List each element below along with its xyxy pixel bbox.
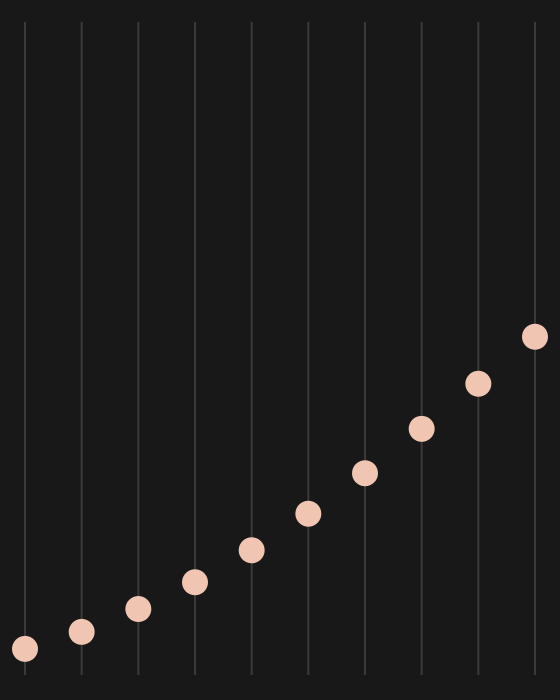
slider-thumb[interactable]: [12, 635, 38, 662]
slider-thumb[interactable]: [465, 370, 492, 397]
slider-thumb[interactable]: [182, 569, 208, 596]
slider-thumb[interactable]: [125, 596, 152, 623]
slider-thumb[interactable]: [295, 500, 322, 527]
slider-thumb[interactable]: [68, 618, 95, 645]
slider-thumb[interactable]: [238, 537, 265, 564]
slider-thumb[interactable]: [352, 460, 378, 487]
slider-thumb[interactable]: [408, 415, 435, 442]
slider-thumb[interactable]: [522, 323, 548, 350]
